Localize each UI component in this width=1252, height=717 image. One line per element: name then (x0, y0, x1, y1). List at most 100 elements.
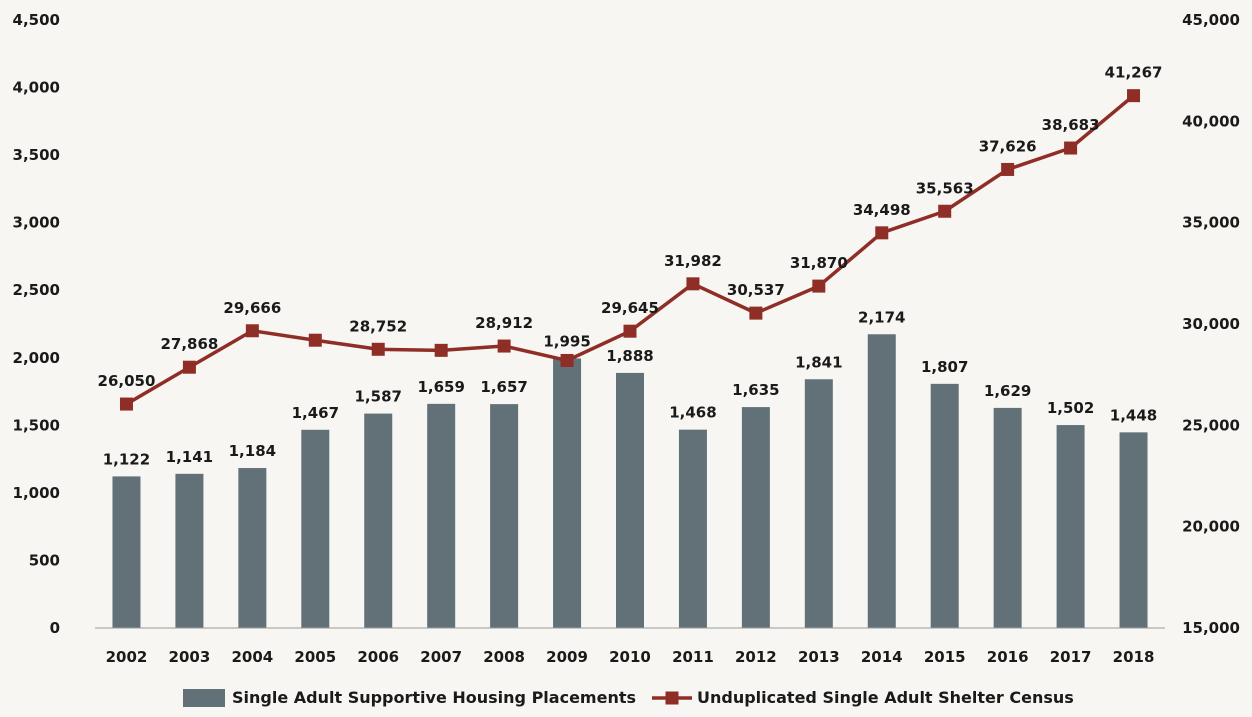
y-right-tick-label: 25,000 (1182, 416, 1240, 434)
x-tick-label: 2002 (106, 648, 148, 666)
bar-value-label: 1,467 (292, 404, 339, 422)
bar-value-label: 1,629 (984, 382, 1031, 400)
line-value-label: 27,868 (160, 335, 218, 353)
x-tick-label: 2015 (924, 648, 966, 666)
line-point-marker (875, 226, 889, 240)
line-point-marker (1127, 89, 1141, 103)
bar-value-label: 1,502 (1047, 399, 1094, 417)
y-right-tick-label: 20,000 (1182, 518, 1240, 536)
legend-swatch-bar (183, 689, 225, 707)
y-right-tick-label: 30,000 (1182, 315, 1240, 333)
bar (301, 429, 330, 628)
y-left-tick-label: 1,500 (13, 416, 60, 434)
bar-value-label: 1,657 (480, 378, 527, 396)
bar-value-label: 1,587 (355, 388, 402, 406)
line-point-marker (119, 397, 133, 411)
line-value-label: 34,498 (853, 201, 911, 219)
bar-value-label: 2,174 (858, 308, 905, 326)
x-tick-label: 2007 (420, 648, 462, 666)
y-right-tick-label: 45,000 (1182, 11, 1240, 29)
legend-swatch-marker (665, 691, 679, 705)
line-value-label: 35,563 (916, 179, 974, 197)
bar (616, 372, 644, 628)
bar-value-label: 1,468 (669, 404, 716, 422)
x-tick-label: 2009 (546, 648, 588, 666)
bar-value-label: 1,184 (229, 442, 276, 460)
x-tick-label: 2008 (483, 648, 525, 666)
line-point-marker (434, 343, 448, 357)
x-tick-label: 2017 (1050, 648, 1092, 666)
bar (175, 473, 204, 628)
bar (1119, 432, 1148, 628)
bar-value-label: 1,995 (543, 332, 590, 350)
bar-value-label: 1,141 (166, 448, 213, 466)
x-tick-label: 2006 (357, 648, 399, 666)
bar (930, 383, 959, 628)
bar (867, 334, 896, 628)
bar (1056, 425, 1085, 628)
bar-value-label: 1,807 (921, 358, 968, 376)
x-tick-label: 2011 (672, 648, 714, 666)
y-right-tick-label: 15,000 (1182, 619, 1240, 637)
bar-value-label: 1,448 (1110, 406, 1157, 424)
bar-value-label: 1,888 (606, 347, 653, 365)
x-tick-label: 2016 (987, 648, 1029, 666)
line-point-marker (245, 324, 259, 338)
line-point-marker (371, 342, 385, 356)
line-point-marker (497, 339, 511, 353)
x-tick-label: 2012 (735, 648, 777, 666)
y-left-tick-label: 0 (50, 619, 60, 637)
x-tick-label: 2014 (861, 648, 903, 666)
bar (804, 379, 833, 628)
bar (741, 407, 770, 628)
line-point-marker (686, 277, 700, 291)
x-tick-label: 2004 (231, 648, 273, 666)
x-tick-label: 2013 (798, 648, 840, 666)
bar-value-label: 1,659 (417, 378, 464, 396)
line-value-label: 29,645 (601, 299, 659, 317)
line-value-label: 28,752 (349, 317, 407, 335)
line-value-label: 41,267 (1105, 64, 1163, 82)
y-left-tick-label: 4,000 (13, 79, 60, 97)
bar (490, 404, 519, 628)
x-tick-label: 2018 (1113, 648, 1155, 666)
bar (553, 358, 582, 628)
line-value-label: 30,537 (727, 281, 785, 299)
line-value-label: 38,683 (1042, 116, 1100, 134)
line-point-marker (560, 353, 574, 367)
bar-value-label: 1,122 (103, 450, 150, 468)
line-value-label: 28,912 (475, 314, 533, 332)
y-left-tick-label: 1,000 (13, 484, 60, 502)
x-tick-label: 2010 (609, 648, 651, 666)
line-point-marker (749, 306, 763, 320)
y-right-tick-label: 40,000 (1182, 112, 1240, 130)
legend-label-bar: Single Adult Supportive Housing Placemen… (232, 688, 636, 707)
line-value-label: 37,626 (979, 137, 1037, 155)
y-left-tick-label: 2,500 (13, 281, 60, 299)
line-value-label: 31,982 (664, 252, 722, 270)
y-left-tick-label: 3,000 (13, 214, 60, 232)
y-left-tick-label: 4,500 (13, 11, 60, 29)
bar (238, 468, 267, 628)
bar (993, 407, 1022, 628)
bar (427, 403, 456, 628)
y-left-tick-label: 2,000 (13, 349, 60, 367)
x-tick-label: 2003 (169, 648, 211, 666)
line-point-marker (812, 279, 826, 293)
line-point-marker (623, 324, 637, 338)
line-point-marker (938, 204, 952, 218)
bar-value-label: 1,635 (732, 381, 779, 399)
line-value-label: 26,050 (98, 372, 156, 390)
y-left-tick-label: 3,500 (13, 146, 60, 164)
y-left-tick-label: 500 (29, 551, 60, 569)
line-value-label: 29,666 (223, 299, 281, 317)
x-tick-label: 2005 (294, 648, 336, 666)
line-point-marker (1001, 162, 1015, 176)
line-point-marker (308, 333, 322, 347)
bar (112, 476, 141, 628)
line-point-marker (182, 360, 196, 374)
line-point-marker (1064, 141, 1078, 155)
bar (678, 429, 707, 628)
